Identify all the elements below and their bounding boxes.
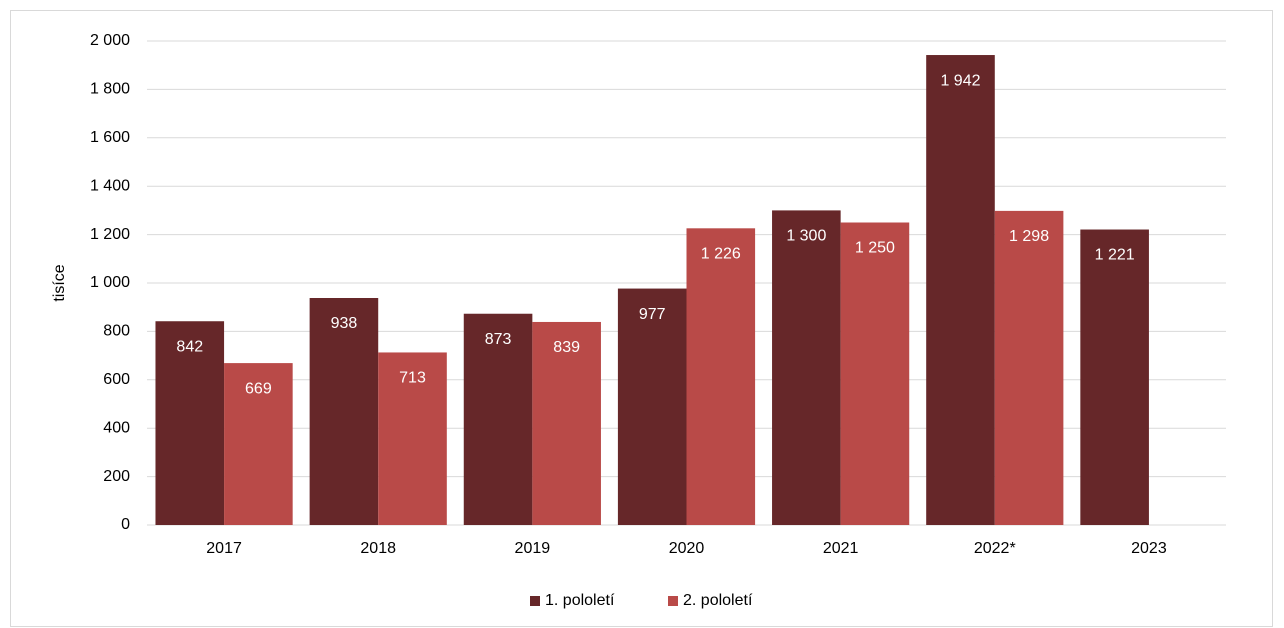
data-label: 873 [485, 331, 512, 348]
y-tick-label: 1 600 [90, 129, 130, 146]
x-tick-label: 2022* [974, 540, 1016, 557]
bar [1080, 229, 1149, 525]
legend-swatch [668, 596, 678, 606]
y-tick-label: 1 200 [90, 226, 130, 243]
data-label: 938 [331, 315, 358, 332]
data-label: 1 942 [940, 72, 980, 89]
x-tick-label: 2018 [360, 540, 396, 557]
bar [686, 228, 756, 526]
bar [617, 288, 687, 525]
bar [840, 222, 910, 525]
bar [155, 321, 225, 525]
x-tick-label: 2021 [823, 540, 859, 557]
data-label: 1 226 [701, 246, 741, 263]
x-tick-label: 2020 [669, 540, 705, 557]
data-label: 839 [553, 339, 580, 356]
x-tick-label: 2017 [206, 540, 242, 557]
legend-label: 1. pololetí [545, 592, 615, 609]
x-tick-label: 2023 [1131, 540, 1167, 557]
legend-swatch [530, 596, 540, 606]
y-axis-label: tisíce [51, 264, 68, 301]
data-label: 713 [399, 370, 426, 387]
y-tick-label: 400 [103, 419, 130, 436]
bar [378, 352, 447, 525]
data-label: 1 221 [1095, 247, 1135, 264]
y-tick-label: 1 400 [90, 177, 130, 194]
bar [309, 298, 379, 525]
legend-label: 2. pololetí [683, 592, 753, 609]
data-label: 669 [245, 380, 272, 397]
bar [994, 210, 1064, 525]
bar [532, 321, 601, 525]
data-label: 1 298 [1009, 228, 1049, 245]
y-tick-label: 200 [103, 468, 130, 485]
y-tick-label: 800 [103, 323, 130, 340]
y-tick-label: 0 [121, 516, 130, 533]
x-tick-label: 2019 [515, 540, 551, 557]
data-label: 1 250 [855, 240, 895, 257]
data-label: 1 300 [786, 228, 826, 245]
y-tick-label: 1 800 [90, 81, 130, 98]
y-tick-label: 600 [103, 371, 130, 388]
data-label: 977 [639, 306, 666, 323]
y-tick-label: 1 000 [90, 274, 130, 291]
data-label: 842 [176, 338, 203, 355]
bar [772, 210, 841, 525]
y-tick-label: 2 000 [90, 32, 130, 49]
bar [224, 363, 293, 525]
bar [926, 55, 995, 525]
bar [463, 313, 533, 525]
